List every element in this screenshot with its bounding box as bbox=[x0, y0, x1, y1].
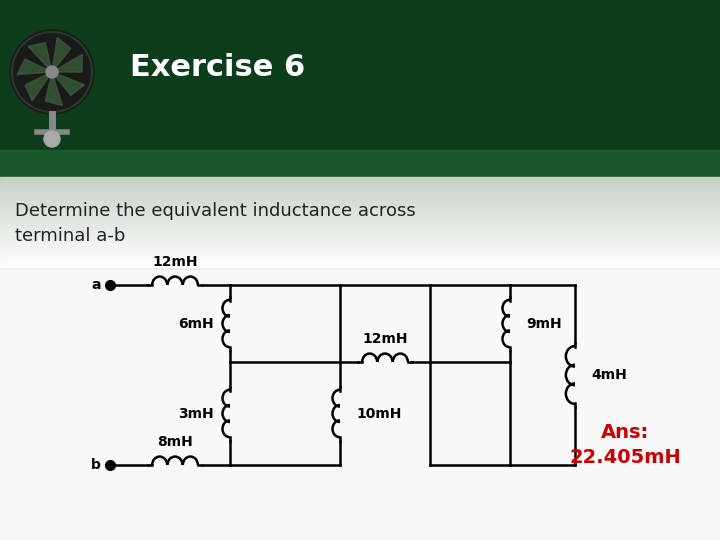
Polygon shape bbox=[0, 195, 720, 198]
Text: 10mH: 10mH bbox=[356, 407, 401, 421]
Polygon shape bbox=[25, 72, 52, 101]
Polygon shape bbox=[28, 43, 52, 72]
Polygon shape bbox=[52, 72, 84, 96]
Polygon shape bbox=[0, 192, 720, 195]
Polygon shape bbox=[0, 264, 720, 267]
Text: Determine the equivalent inductance across
terminal a-b: Determine the equivalent inductance acro… bbox=[15, 202, 415, 245]
Polygon shape bbox=[0, 213, 720, 216]
Polygon shape bbox=[0, 150, 720, 180]
Polygon shape bbox=[0, 189, 720, 192]
Polygon shape bbox=[0, 183, 720, 186]
Text: 8mH: 8mH bbox=[157, 435, 193, 449]
Polygon shape bbox=[0, 249, 720, 252]
Polygon shape bbox=[0, 228, 720, 231]
Polygon shape bbox=[0, 204, 720, 207]
Polygon shape bbox=[0, 219, 720, 222]
Polygon shape bbox=[0, 210, 720, 213]
Polygon shape bbox=[0, 0, 720, 150]
Text: 12mH: 12mH bbox=[152, 255, 198, 269]
Polygon shape bbox=[0, 258, 720, 261]
Text: Ans:
22.405mH: Ans: 22.405mH bbox=[569, 423, 681, 467]
Polygon shape bbox=[0, 177, 720, 180]
Polygon shape bbox=[0, 237, 720, 240]
Polygon shape bbox=[52, 55, 82, 72]
Polygon shape bbox=[0, 261, 720, 264]
Text: Exercise 6: Exercise 6 bbox=[130, 53, 305, 83]
Polygon shape bbox=[0, 222, 720, 225]
Polygon shape bbox=[0, 246, 720, 249]
Text: 9mH: 9mH bbox=[526, 316, 562, 330]
Circle shape bbox=[46, 66, 58, 78]
Text: 12mH: 12mH bbox=[362, 332, 408, 346]
Polygon shape bbox=[0, 216, 720, 219]
Text: 3mH: 3mH bbox=[179, 407, 214, 421]
Polygon shape bbox=[0, 234, 720, 237]
Text: 6mH: 6mH bbox=[179, 316, 214, 330]
Text: a: a bbox=[91, 278, 101, 292]
Polygon shape bbox=[0, 243, 720, 246]
Polygon shape bbox=[0, 198, 720, 201]
Polygon shape bbox=[0, 180, 720, 183]
Circle shape bbox=[44, 131, 60, 147]
Polygon shape bbox=[0, 201, 720, 204]
Polygon shape bbox=[0, 186, 720, 189]
Polygon shape bbox=[45, 72, 63, 105]
Polygon shape bbox=[0, 225, 720, 228]
Polygon shape bbox=[52, 37, 71, 72]
Circle shape bbox=[10, 30, 94, 114]
Polygon shape bbox=[0, 252, 720, 255]
Polygon shape bbox=[0, 231, 720, 234]
Polygon shape bbox=[0, 255, 720, 258]
Text: 4mH: 4mH bbox=[591, 368, 626, 382]
Polygon shape bbox=[0, 207, 720, 210]
Text: b: b bbox=[91, 458, 101, 472]
Polygon shape bbox=[17, 59, 52, 75]
Polygon shape bbox=[0, 270, 720, 540]
Polygon shape bbox=[0, 240, 720, 243]
